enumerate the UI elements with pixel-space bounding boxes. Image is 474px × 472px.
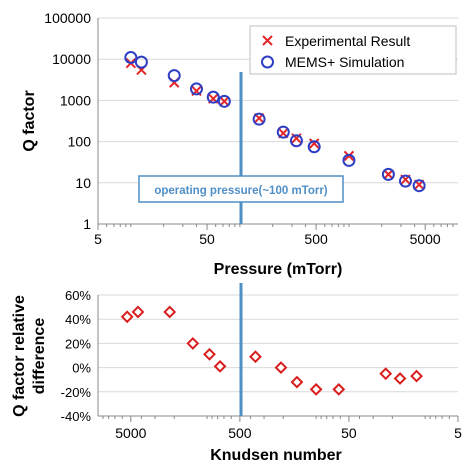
- legend-label-simulation: MEMS+ Simulation: [285, 54, 404, 70]
- relative-difference-point: [410, 369, 423, 383]
- y-axis-title: Q factor relative difference: [11, 295, 48, 417]
- y-tick-label: 60%: [65, 288, 91, 303]
- y-tick-label: 1000: [60, 92, 91, 108]
- relative-difference-point: [186, 336, 200, 350]
- y-tick-label: 20%: [65, 336, 91, 351]
- relative-difference-point: [213, 359, 227, 373]
- x-tick-label: 50: [341, 425, 357, 441]
- legend-marker-experimental: [262, 35, 273, 46]
- simulation-point: [217, 94, 231, 108]
- experimental-point: [383, 169, 394, 180]
- simulation-point: [252, 112, 266, 126]
- simulation-point: [342, 153, 356, 167]
- simulation-point: [398, 174, 412, 188]
- legend: Experimental Result MEMS+ Simulation: [249, 25, 457, 75]
- y-tick-label: 10000: [52, 51, 91, 67]
- y-tick-label: -20%: [61, 385, 92, 400]
- simulation-point: [206, 90, 220, 104]
- x-axis-title: Knudsen number: [210, 447, 342, 464]
- x-axis-title: Pressure (mTorr): [214, 261, 343, 278]
- y-tick-label: 10: [75, 175, 91, 191]
- simulation-point: [134, 55, 148, 69]
- annotation-box: [138, 175, 344, 203]
- x-tick-label: 500: [228, 425, 252, 441]
- experimental-point: [219, 96, 230, 107]
- simulation-point: [167, 69, 181, 83]
- simulation-point: [124, 50, 138, 64]
- legend-box: [249, 25, 457, 75]
- relative-difference-point: [274, 361, 288, 375]
- relative-difference-point: [393, 372, 407, 385]
- relative-difference-point: [131, 305, 145, 319]
- y-tick-label: -40%: [61, 409, 92, 424]
- x-tick-label: 5000: [410, 231, 441, 247]
- y-tick-label: 0%: [72, 361, 91, 376]
- q-factor-vs-pressure-chart: 1 10 100 1000 10000 100000 5 50 500 5000 operating…: [21, 10, 458, 278]
- relative-difference-point: [379, 367, 393, 381]
- relative-difference-point: [203, 347, 216, 361]
- simulation-point: [289, 134, 303, 148]
- relative-difference-point: [249, 350, 262, 364]
- x-tick-label: 5: [454, 425, 462, 441]
- y-tick-label: 40%: [65, 312, 91, 327]
- simulation-point: [307, 140, 321, 154]
- relative-difference-chart: -40% -20% 0% 20% 40% 60% 5000 500 50 5 Knudsen num…: [11, 283, 462, 464]
- annotation-text: operating pressure(~100 mTorr): [154, 185, 327, 197]
- y-tick-label: 100000: [44, 10, 91, 26]
- simulation-point: [381, 167, 395, 181]
- simulation-point: [412, 179, 426, 193]
- simulation-point: [276, 125, 290, 139]
- relative-difference-point: [290, 375, 304, 389]
- relative-difference-point: [309, 382, 323, 396]
- x-tick-label: 5: [94, 231, 102, 247]
- legend-label-experimental: Experimental Result: [285, 33, 410, 49]
- experimental-point: [308, 138, 320, 149]
- relative-difference-point: [332, 382, 346, 396]
- y-axis-title: Q factor: [21, 90, 38, 151]
- y-tick-label: 100: [68, 134, 92, 150]
- simulation-point: [189, 82, 203, 96]
- relative-difference-point: [120, 310, 134, 324]
- legend-marker-simulation: [261, 55, 274, 69]
- experimental-point: [343, 150, 355, 162]
- x-tick-label: 500: [304, 231, 328, 247]
- x-tick-label: 5000: [115, 425, 146, 441]
- y-tick-label: 1: [83, 216, 91, 232]
- x-tick-label: 50: [199, 231, 215, 247]
- relative-difference-point: [163, 305, 177, 319]
